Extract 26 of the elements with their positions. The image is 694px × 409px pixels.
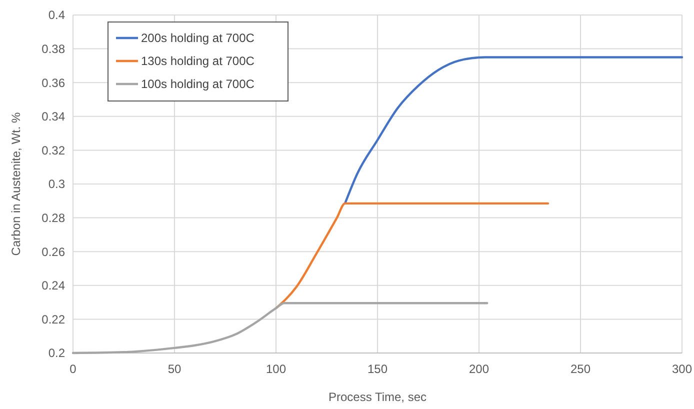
y-tick-label: 0.32 bbox=[42, 143, 66, 158]
y-axis-title: Carbon in Austenite, Wt. % bbox=[9, 112, 23, 256]
x-tick-label: 250 bbox=[570, 362, 591, 376]
x-axis-title: Process Time, sec bbox=[328, 390, 427, 404]
x-tick-label: 200 bbox=[468, 362, 490, 376]
line-series bbox=[274, 202, 550, 310]
x-tick-label: 0 bbox=[70, 362, 77, 376]
x-tick-label: 50 bbox=[168, 362, 182, 376]
y-tick-label: 0.26 bbox=[42, 244, 66, 259]
x-tick-label: 300 bbox=[672, 362, 692, 376]
y-tick-label: 0.28 bbox=[42, 211, 66, 225]
legend-label: 100s holding at 700C bbox=[141, 77, 255, 92]
y-tick-label: 0.3 bbox=[48, 177, 66, 192]
y-tick-label: 0.22 bbox=[42, 312, 66, 326]
y-tick-label: 0.2 bbox=[48, 346, 66, 360]
x-tick-label: 100 bbox=[266, 362, 286, 376]
line-series bbox=[72, 302, 488, 354]
y-tick-label: 0.34 bbox=[42, 110, 66, 124]
legend-label: 130s holding at 700C bbox=[141, 54, 255, 68]
y-tick-label: 0.24 bbox=[42, 278, 66, 293]
y-tick-label: 0.38 bbox=[42, 42, 66, 56]
legend-label: 200s holding at 700C bbox=[141, 31, 255, 46]
line-series bbox=[344, 56, 684, 205]
x-tick-label: 150 bbox=[367, 362, 388, 376]
y-tick-label: 0.4 bbox=[48, 8, 66, 22]
y-tick-label: 0.36 bbox=[42, 76, 66, 90]
